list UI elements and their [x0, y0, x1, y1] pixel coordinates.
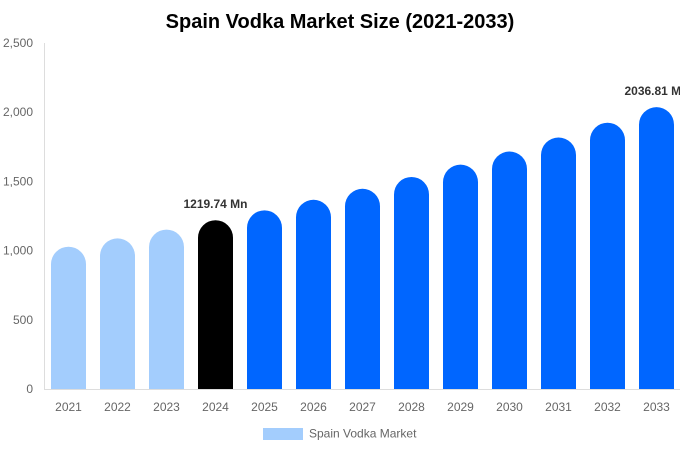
legend[interactable]: Spain Vodka Market: [263, 427, 417, 441]
x-tick-label: 2026: [300, 400, 327, 414]
x-tick-label: 2022: [104, 400, 131, 414]
x-tick-label: 2031: [545, 400, 572, 414]
x-tick-label: 2030: [496, 400, 523, 414]
x-tick-label: 2028: [398, 400, 425, 414]
bar-2022[interactable]: [100, 238, 135, 389]
bar-2023[interactable]: [149, 229, 184, 389]
x-tick-label: 2032: [594, 400, 621, 414]
y-tick-label: 500: [13, 313, 33, 327]
bar-2024[interactable]: [198, 220, 233, 389]
bar-2031[interactable]: [541, 137, 576, 389]
bar-2030[interactable]: [492, 151, 527, 389]
x-tick-label: 2024: [202, 400, 229, 414]
bar-2026[interactable]: [296, 199, 331, 389]
y-tick-label: 2,500: [3, 36, 33, 50]
x-tick-label: 2029: [447, 400, 474, 414]
y-tick-label: 0: [26, 382, 33, 396]
bar-2021[interactable]: [51, 246, 86, 389]
bar-2033[interactable]: [639, 107, 674, 389]
legend-swatch: [263, 428, 303, 440]
bar-2027[interactable]: [345, 188, 380, 389]
x-tick-label: 2021: [55, 400, 82, 414]
bar-2032[interactable]: [590, 122, 625, 390]
bar-2025[interactable]: [247, 210, 282, 389]
x-tick-label: 2025: [251, 400, 278, 414]
data-label: 1219.74 Mn: [183, 197, 247, 211]
y-tick-label: 1,000: [3, 244, 33, 258]
x-tick-label: 2023: [153, 400, 180, 414]
bar-2029[interactable]: [443, 164, 478, 389]
legend-label: Spain Vodka Market: [309, 427, 417, 441]
data-label: 2036.81 Mn: [624, 84, 680, 98]
x-tick-label: 2033: [643, 400, 670, 414]
bar-2028[interactable]: [394, 176, 429, 389]
x-tick-label: 2027: [349, 400, 376, 414]
y-tick-label: 1,500: [3, 174, 33, 188]
chart-title: Spain Vodka Market Size (2021-2033): [166, 11, 515, 33]
y-tick-label: 2,000: [3, 105, 33, 119]
